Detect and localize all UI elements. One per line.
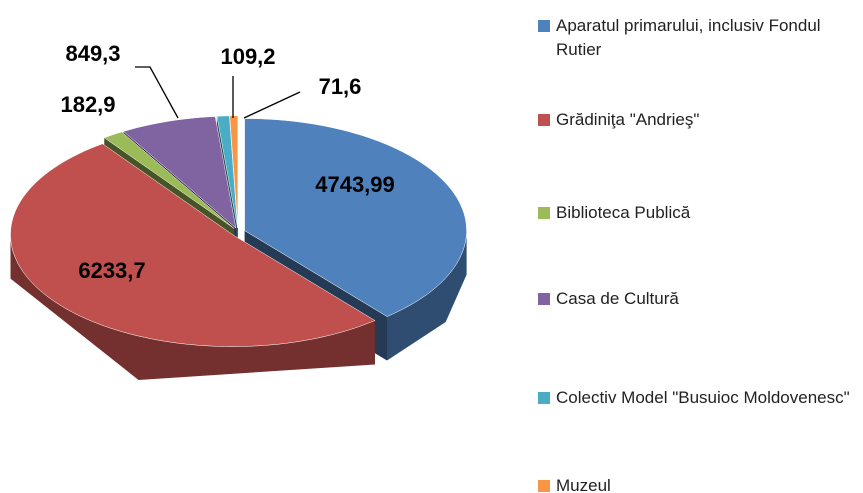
slice [10, 143, 376, 347]
legend-label: Muzeul [556, 476, 611, 493]
legend-swatch [538, 480, 550, 492]
legend-item: Casa de Cultură [538, 287, 860, 311]
legend-label: Aparatul primarului, inclusiv Fondul Rut… [556, 16, 821, 59]
data-label: 109,2 [220, 44, 275, 69]
legend-label: Biblioteca Publică [556, 203, 691, 222]
legend-swatch [538, 293, 550, 305]
pie-area: 4743,99 6233,7 182,9 849,3 109,2 71,6 [10, 41, 467, 380]
slice [103, 131, 235, 229]
legend-swatch [538, 392, 550, 404]
data-label: 6233,7 [78, 258, 145, 283]
data-label: 71,6 [319, 74, 362, 99]
leader-line [135, 66, 179, 119]
legend-label: Grădiniţa "Andrieş" [556, 110, 700, 129]
slice [122, 116, 237, 229]
leader-line [243, 91, 301, 119]
legend-item: Muzeul [538, 474, 860, 493]
legend-item: Biblioteca Publică [538, 201, 860, 225]
legend-swatch [538, 207, 550, 219]
slice [229, 115, 239, 228]
legend-swatch [538, 20, 550, 32]
data-label: 4743,99 [315, 172, 395, 197]
legend-item: Colectiv Model "Busuioc Moldovenesc" [538, 386, 860, 410]
pie-tops [10, 115, 467, 347]
legend-item: Aparatul primarului, inclusiv Fondul Rut… [538, 14, 860, 62]
legend-label: Colectiv Model "Busuioc Moldovenesc" [556, 388, 850, 407]
legend-label: Casa de Cultură [556, 289, 679, 308]
legend-item: Grădiniţa "Andrieş" [538, 108, 860, 132]
legend-swatch [538, 114, 550, 126]
data-label: 849,3 [65, 41, 120, 66]
slice [216, 115, 238, 228]
data-label: 182,9 [60, 92, 115, 117]
slice-rim [387, 230, 467, 361]
slice [244, 118, 467, 317]
